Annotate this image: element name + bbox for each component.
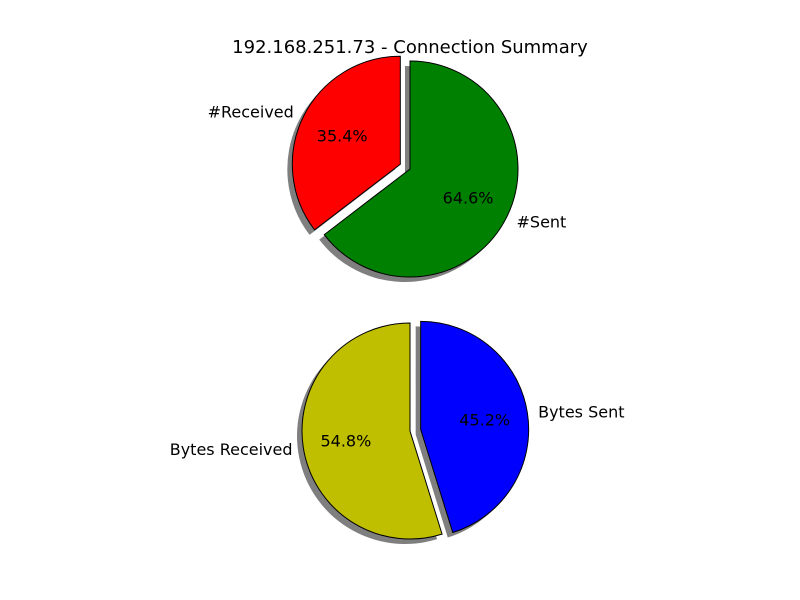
slice-label-received: #Received — [208, 103, 294, 122]
slice-percent-sent: 64.6% — [443, 189, 494, 208]
slice-percent-bytes-sent: 45.2% — [459, 411, 510, 430]
slice-percent-received: 35.4% — [317, 127, 368, 146]
pie-slice-received — [291, 55, 401, 231]
bytes-pie: Bytes Received 54.8% Bytes Sent 45.2% — [170, 320, 625, 544]
slice-label-sent: #Sent — [517, 213, 567, 232]
slice-label-bytes-received: Bytes Received — [170, 440, 293, 459]
pie-slice-bytes-received — [301, 322, 443, 540]
pie-slice-bytes-sent — [420, 320, 530, 534]
slice-label-bytes-sent: Bytes Sent — [538, 403, 624, 422]
chart-title: 192.168.251.73 - Connection Summary — [232, 37, 588, 58]
pie-slice-sent — [323, 60, 519, 278]
slice-percent-bytes-received: 54.8% — [320, 432, 371, 451]
connections-pie: #Received 35.4% #Sent 64.6% — [208, 55, 567, 282]
